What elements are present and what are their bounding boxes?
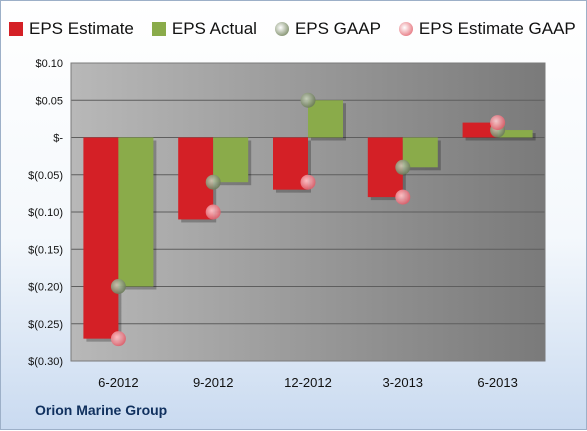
marker-eps-estimate-gaap [490, 115, 506, 131]
bar-eps-actual [308, 100, 343, 138]
marker-eps-gaap [110, 279, 126, 294]
bar-eps-actual [497, 130, 533, 138]
marker-eps-estimate-gaap [300, 174, 316, 190]
bar-eps-estimate [462, 122, 498, 138]
legend-label-eps-actual: EPS Actual [171, 19, 257, 38]
marker-eps-estimate-gaap [110, 331, 126, 347]
y-tick-label: $(0.30) [28, 356, 63, 368]
marker-eps-gaap [300, 92, 316, 108]
y-tick-label: $(0.20) [28, 282, 63, 294]
marker-eps-gaap [395, 159, 411, 175]
x-tick-label: 6-2012 [98, 375, 138, 390]
marker-eps-estimate-gaap [205, 204, 221, 220]
legend-swatch-eps-estimate-gaap [398, 22, 413, 36]
x-tick-label: 6-2013 [477, 375, 517, 390]
legend-item-eps-estimate-gaap: EPS Estimate GAAP [398, 19, 576, 39]
bar-eps-actual [118, 137, 154, 287]
legend-item-eps-estimate: EPS Estimate [9, 19, 134, 39]
y-tick-label: $(0.05) [28, 170, 63, 182]
y-tick-label: $(0.10) [28, 207, 63, 219]
x-tick-label: 9-2012 [193, 375, 233, 390]
legend-item-eps-gaap: EPS GAAP [274, 19, 381, 39]
bar-eps-actual [402, 137, 438, 168]
marker-eps-gaap [205, 174, 221, 190]
y-tick-label: $0.05 [35, 95, 63, 107]
marker-eps-estimate-gaap [395, 189, 411, 205]
legend-label-eps-estimate: EPS Estimate [29, 19, 134, 38]
legend-swatch-eps-actual [151, 22, 166, 36]
legend-label-eps-estimate-gaap: EPS Estimate GAAP [418, 19, 576, 38]
bar-eps-estimate [83, 137, 119, 339]
legend-swatch-eps-estimate [9, 22, 23, 36]
y-tick-label: $(0.25) [28, 319, 63, 331]
x-tick-label: 3-2013 [383, 375, 423, 390]
y-tick-label: $(0.15) [28, 244, 63, 256]
legend-item-eps-actual: EPS Actual [151, 19, 257, 39]
company-name: Orion Marine Group [35, 402, 168, 418]
legend-swatch-eps-gaap [274, 22, 289, 36]
y-tick-label: $0.10 [35, 58, 63, 70]
y-tick-label: $- [53, 133, 63, 145]
x-tick-label: 12-2012 [284, 375, 332, 390]
legend: EPS Estimate EPS Actual EPS GAAP EPS Est… [9, 15, 587, 43]
legend-label-eps-gaap: EPS GAAP [294, 19, 381, 38]
plot-border [70, 62, 546, 362]
bar-eps-actual [213, 137, 249, 183]
